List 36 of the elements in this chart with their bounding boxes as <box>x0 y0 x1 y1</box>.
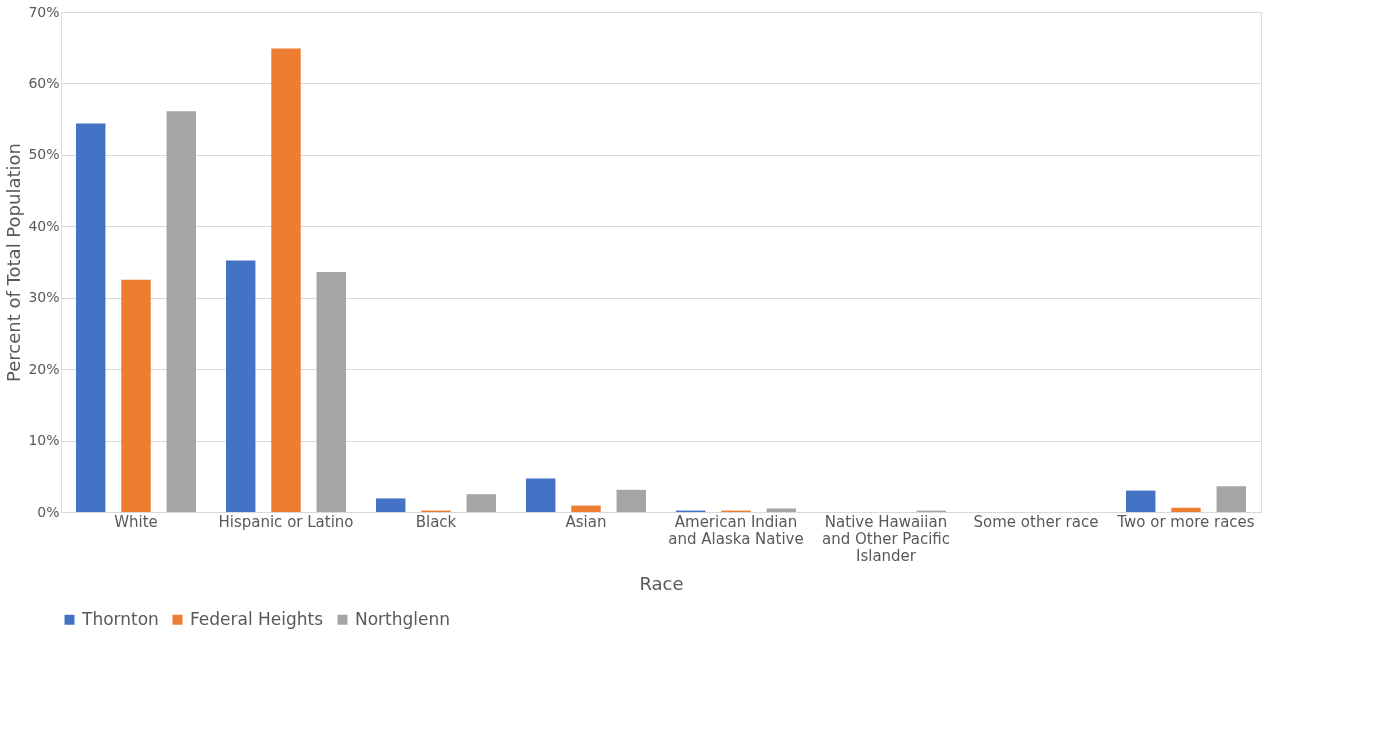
x-tick-label: White <box>114 512 158 531</box>
bar <box>271 48 301 512</box>
x-tick-label: Two or more races <box>1116 512 1255 531</box>
bar <box>1216 486 1246 512</box>
bar <box>766 508 796 512</box>
y-tick-label: 40% <box>28 217 60 234</box>
x-tick-label: Native Hawaiian and Other Pacific Islander <box>821 512 951 565</box>
bar <box>166 111 196 512</box>
x-tick-label: Black <box>415 512 457 531</box>
bar <box>616 489 646 512</box>
y-tick-label: 50% <box>28 146 60 163</box>
y-tick-label: 60% <box>28 74 60 91</box>
bar <box>226 260 256 512</box>
x-tick-label: American Indian and Alaska Native <box>668 512 804 548</box>
bar <box>376 498 406 512</box>
y-tick-label: 0% <box>37 503 60 520</box>
bar <box>526 478 556 512</box>
y-tick-label: 70% <box>28 3 60 20</box>
y-tick-label: 30% <box>28 289 60 306</box>
x-tick-label: Hispanic or Latino <box>218 512 354 531</box>
bar <box>1126 490 1156 512</box>
bar <box>121 279 151 512</box>
bar <box>571 505 601 512</box>
legend-label: Federal Heights <box>190 608 324 629</box>
y-tick-label: 20% <box>28 360 60 377</box>
y-axis-title: Percent of Total Population <box>3 143 25 382</box>
bar <box>466 494 496 512</box>
bar <box>76 123 106 512</box>
x-tick-label: Asian <box>565 512 607 531</box>
bar <box>316 272 346 512</box>
x-axis-title: Race <box>639 572 684 594</box>
x-tick-label: Some other race <box>973 512 1099 531</box>
bar <box>1171 507 1201 512</box>
y-tick-label: 10% <box>28 432 60 449</box>
legend-label: Northglenn <box>355 608 451 629</box>
legend-label: Thornton <box>81 608 159 629</box>
